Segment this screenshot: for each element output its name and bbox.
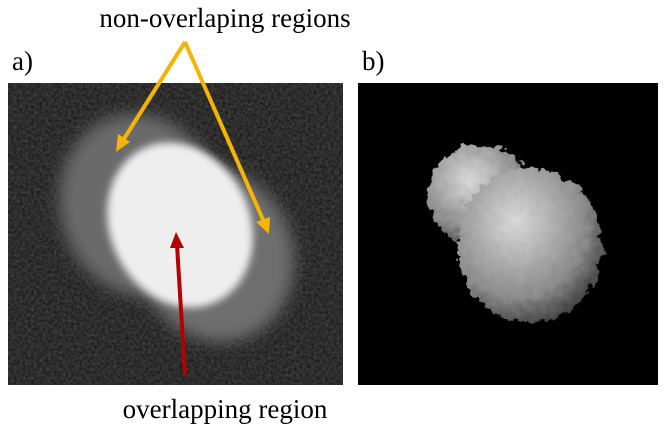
page: non-overlaping regions a) b) overlapping… — [0, 0, 665, 432]
panel-label: a) — [12, 46, 33, 76]
surface-lobe — [458, 167, 602, 323]
panel-b-image — [358, 83, 658, 385]
top-annotation: non-overlaping regions — [99, 3, 350, 33]
bottom-annotation: overlapping region — [123, 394, 328, 424]
figure: non-overlaping regions a) b) overlapping… — [0, 0, 665, 432]
panel-label: b) — [362, 46, 385, 76]
